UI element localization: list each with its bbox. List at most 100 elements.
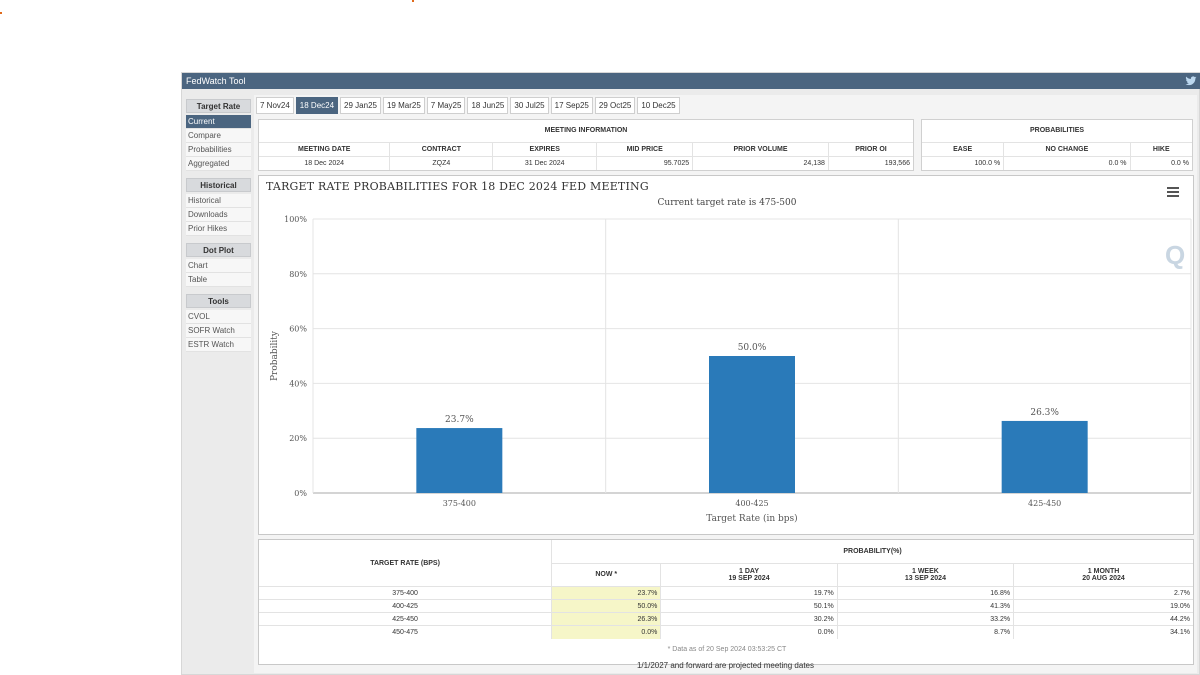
sidebar-item-current[interactable]: Current [186,115,251,129]
col-mid-price: MID PRICE [596,141,694,156]
bar [1001,420,1088,493]
prob-col-label: 1 MONTH [1087,567,1120,575]
bar-data-label: 26.3% [1030,408,1059,418]
prob-col-label: NOW * [595,571,618,579]
probabilities-heading: PROBABILITIES [1029,127,1085,135]
sidebar-item-historical[interactable]: Historical [186,194,251,208]
probabilities-panel: PROBABILITIES EASE NO CHANGE HIKE 100.0 … [921,119,1193,171]
chart-menu-icon[interactable] [1167,187,1179,197]
chart-svg: 0% 20% 40% 60% 80% 100% Q 23.7% 375-400 50.0% 400-… [270,215,1192,524]
x-tick-label: 375-400 [443,499,476,508]
target-rate-cell: 425-450 [259,612,553,626]
orange-dot [0,12,2,14]
tab-19-mar25[interactable]: 19 Mar25 [382,97,425,114]
no-change-value: 0.0 % [1003,155,1131,170]
probability-cell: 26.3% [551,612,662,626]
sidebar-item-aggregated[interactable]: Aggregated [186,157,251,171]
watermark-logo: Q [1165,240,1185,270]
col-ease: EASE [922,141,1005,156]
probability-cell: 0.0% [551,625,662,639]
prob-col-label: 1 WEEK [911,567,939,575]
col-probability: PROBABILITY(%) [843,547,902,555]
probability-cell: 50.1% [660,599,838,613]
y-axis-label: Probability [270,330,280,381]
col-meeting-date: MEETING DATE [259,141,391,156]
sidebar-heading-dot-plot: Dot Plot [186,243,251,257]
target-rate-cell: 450-475 [259,625,553,639]
probability-cell: 33.2% [837,612,1015,626]
data-timestamp-note: * Data as of 20 Sep 2024 03:53:25 CT [667,646,787,653]
bar-data-label: 50.0% [738,343,767,353]
col-no-change: NO CHANGE [1003,141,1131,156]
ease-value: 100.0 % [922,155,1005,170]
sidebar: Target Rate Current Compare Probabilities Ag… [186,99,251,359]
col-prior-oi: PRIOR OI [828,141,913,156]
tab-18-dec24[interactable]: 18 Dec24 [295,97,339,114]
probability-cell: 23.7% [551,586,662,600]
probability-cell: 16.8% [837,586,1015,600]
window-titlebar: FedWatch Tool [182,73,1200,89]
sidebar-item-chart[interactable]: Chart [186,259,251,273]
y-tick-label: 40% [289,379,307,388]
sidebar-item-cvol[interactable]: CVOL [186,310,251,324]
tab-10-dec25[interactable]: 10 Dec25 [637,97,680,114]
y-tick-label: 100% [284,215,307,224]
col-target-rate: TARGET RATE (BPS) [259,540,553,586]
probability-table-panel: TARGET RATE (BPS) PROBABILITY(%) NOW * 1 … [258,539,1194,665]
sidebar-item-downloads[interactable]: Downloads [186,208,251,222]
tab-30-jul25[interactable]: 30 Jul25 [510,97,549,114]
sidebar-item-sofr-watch[interactable]: SOFR Watch [186,324,251,338]
y-tick-label: 20% [289,434,307,443]
probability-cell: 2.7% [1013,586,1193,600]
bar-data-label: 23.7% [445,415,474,425]
prior-oi-value: 193,566 [828,155,913,170]
tab-7-nov24[interactable]: 7 Nov24 [256,97,294,114]
y-tick-label: 60% [289,325,307,334]
target-rate-cell: 400-425 [259,599,553,613]
tab-17-sep25[interactable]: 17 Sep25 [550,97,593,114]
mid-price-value: 95.7025 [596,155,694,170]
col-contract: CONTRACT [389,141,494,156]
probability-cell: 44.2% [1013,612,1193,626]
chart-title: TARGET RATE PROBABILITIES FOR 18 DEC 202… [266,180,649,193]
table-row: 400-425 50.0% 50.1% 41.3% 19.0% [259,599,1193,613]
tab-29-oct25[interactable]: 29 Oct25 [594,97,636,114]
prior-volume-value: 24,138 [692,155,829,170]
col-prior-volume: PRIOR VOLUME [692,141,829,156]
meeting-info-panel: MEETING INFORMATION MEETING DATE CONTRAC… [258,119,914,171]
sidebar-item-prior-hikes[interactable]: Prior Hikes [186,222,251,236]
target-rate-cell: 375-400 [259,586,553,600]
table-row: 375-400 23.7% 19.7% 16.8% 2.7% [259,586,1193,600]
y-tick-label: 80% [289,270,307,279]
x-tick-label: 425-450 [1028,499,1061,508]
prob-col-1-month: 1 MONTH 20 AUG 2024 [1013,562,1193,586]
col-hike: HIKE [1130,141,1192,156]
tab-7-may25[interactable]: 7 May25 [426,97,466,114]
sidebar-item-estr-watch[interactable]: ESTR Watch [186,338,251,352]
probability-chart: 0% 20% 40% 60% 80% 100% Q 23.7% 375-400 50.0% 400-… [258,175,1194,535]
tab-29-jan25[interactable]: 29 Jan25 [340,97,381,114]
probability-cell: 19.0% [1013,599,1193,613]
probability-cell: 8.7% [837,625,1015,639]
sidebar-item-table[interactable]: Table [186,273,251,287]
bar [416,428,503,493]
table-row: 450-475 0.0% 0.0% 8.7% 34.1% [259,625,1193,639]
sidebar-heading-tools: Tools [186,294,251,308]
probability-cell: 19.7% [660,586,838,600]
sidebar-item-probabilities[interactable]: Probabilities [186,143,251,157]
prob-col-label: 1 DAY [739,567,760,575]
x-axis-label: Target Rate (in bps) [706,513,797,524]
twitter-icon[interactable] [1185,75,1197,87]
meeting-info-heading: MEETING INFORMATION [544,127,628,135]
orange-dot [412,0,414,2]
contract-value: ZQZ4 [389,155,494,170]
tab-18-jun25[interactable]: 18 Jun25 [467,97,509,114]
bar [709,356,795,493]
probability-cell: 50.0% [551,599,662,613]
fedwatch-app: FedWatch Tool Target Rate Current Compare P… [181,72,1200,675]
sidebar-heading-historical: Historical [186,178,251,192]
hike-value: 0.0 % [1130,155,1192,170]
probability-cell: 30.2% [660,612,838,626]
sidebar-item-compare[interactable]: Compare [186,129,251,143]
probability-cell: 34.1% [1013,625,1193,639]
